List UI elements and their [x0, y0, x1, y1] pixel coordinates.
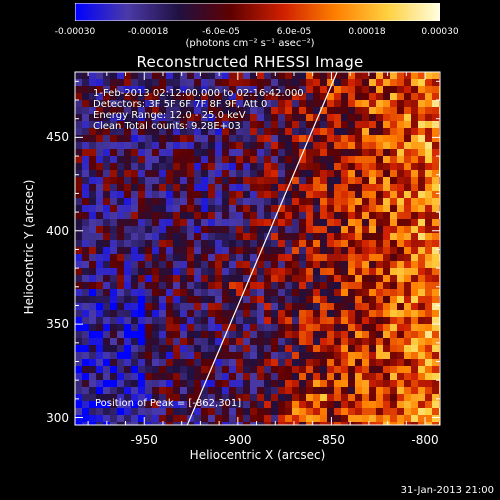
colorbar-tick-label: -0.00018	[127, 27, 169, 37]
colorbar-tick-label: 6.0e-05	[276, 27, 312, 37]
colorbar-tick-label: 0.00030	[421, 27, 459, 37]
y-tick-label: 450	[46, 130, 69, 145]
plot-area: 1-Feb-2013 02:12:00.000 to 02:16:42.000 …	[75, 72, 440, 425]
annotation-detectors: Detectors: 3F 5F 6F 7F 8F 9F, Att 0	[93, 99, 268, 110]
colorbar-tick-label: -6.0e-05	[202, 27, 240, 37]
colorbar-gradient	[75, 3, 440, 21]
annotation-peak: Position of Peak = [-862,301]	[95, 398, 242, 409]
x-tick-label: -900	[224, 433, 252, 447]
colorbar	[75, 3, 440, 21]
y-axis-label: Heliocentric Y (arcsec)	[22, 179, 36, 315]
colorbar-units: (photons cm⁻² s⁻¹ asec⁻²)	[185, 38, 315, 49]
y-tick-label: 350	[46, 317, 69, 332]
x-axis-label: Heliocentric X (arcsec)	[189, 448, 326, 462]
colorbar-tick-label: -0.00030	[54, 27, 96, 37]
annotation-clean: Clean Total counts: 9.28E+03	[93, 121, 241, 132]
y-tick-label: 400	[46, 223, 69, 238]
x-tick-label: -800	[411, 433, 439, 447]
chart-title: Reconstructed RHESSI Image	[136, 53, 364, 71]
colorbar-tick-label: 0.00018	[348, 27, 386, 37]
x-tick-label: -850	[317, 433, 346, 447]
annotation-time-range: 1-Feb-2013 02:12:00.000 to 02:16:42.000	[93, 88, 304, 99]
annotation-energy: Energy Range: 12.0 - 25.0 keV	[93, 110, 246, 121]
y-tick-label: 300	[46, 410, 69, 425]
footer-timestamp: 31-Jan-2013 21:00	[400, 485, 494, 496]
x-tick-label: -950	[130, 433, 158, 447]
